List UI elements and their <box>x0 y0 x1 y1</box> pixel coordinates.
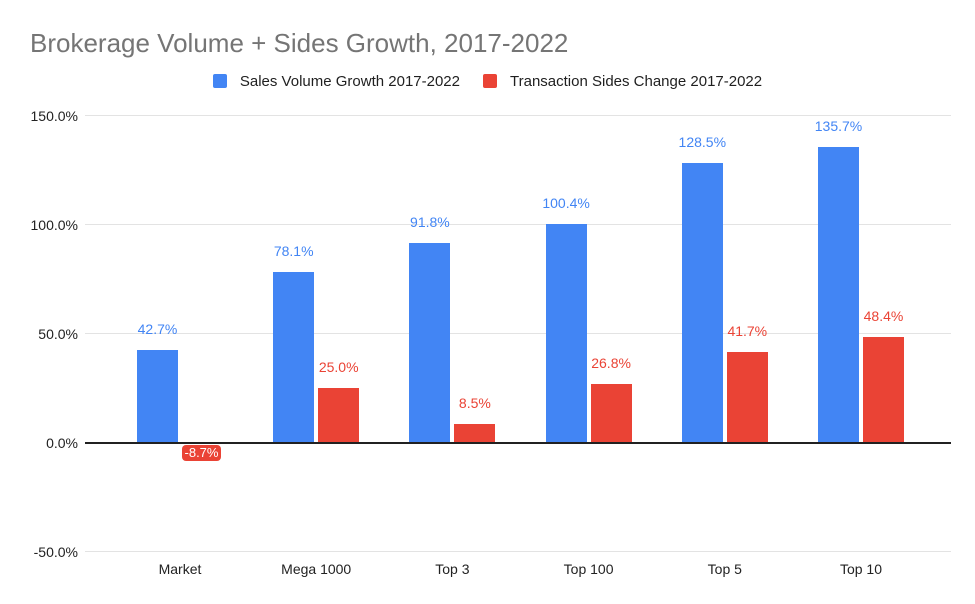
bar-value-label: 135.7% <box>814 117 863 134</box>
legend-label: Sales Volume Growth 2017-2022 <box>239 72 460 90</box>
x-axis-label: Mega 1000 <box>281 561 352 577</box>
bar-transaction-sides <box>590 384 632 443</box>
bar-value-label: 26.8% <box>591 355 631 372</box>
bar-value-label: 42.7% <box>137 320 178 337</box>
bar-value-label: 48.4% <box>863 308 904 325</box>
y-axis-tick-label: 100.0% <box>30 216 78 233</box>
y-axis-tick-label: -50.0% <box>33 543 78 560</box>
x-axis-label: Top 3 <box>435 561 470 577</box>
y-axis-tick-label: 150.0% <box>30 107 78 124</box>
bar-sales-volume <box>681 162 723 443</box>
bar-sales-volume <box>137 349 178 443</box>
x-axis-label: Top 5 <box>707 561 742 577</box>
legend-item-sales-volume: Sales Volume Growth 2017-2022 <box>212 72 460 90</box>
bar-value-label: 25.0% <box>318 359 359 376</box>
gridline <box>85 115 951 117</box>
x-axis-label: Top 10 <box>839 561 883 577</box>
gridline <box>85 551 951 553</box>
legend-swatch-blue-icon <box>212 74 227 88</box>
legend-item-transaction-sides: Transaction Sides Change 2017-2022 <box>483 73 762 90</box>
bar-transaction-sides <box>318 388 360 443</box>
bar-sales-volume <box>818 146 859 443</box>
bar-transaction-sides <box>863 337 904 443</box>
bar-value-label: 100.4% <box>542 194 590 211</box>
page-title: Brokerage Volume + Sides Growth, 2017-20… <box>30 28 569 58</box>
bar-value-label: 78.1% <box>273 243 314 260</box>
bar-value-label-negative: -8.7% <box>182 444 221 461</box>
legend-label: Transaction Sides Change 2017-2022 <box>510 72 763 90</box>
gridline <box>85 333 951 335</box>
legend: Sales Volume Growth 2017-2022 Transactio… <box>0 72 975 90</box>
x-axis-line <box>85 441 951 444</box>
y-axis-tick-label: 0.0% <box>46 434 78 451</box>
y-axis-tick-label: 50.0% <box>38 325 78 342</box>
bar-transaction-sides <box>454 424 496 443</box>
legend-swatch-red-icon <box>483 74 497 88</box>
bar-sales-volume <box>409 242 451 443</box>
bar-value-label: 128.5% <box>678 133 727 150</box>
bar-sales-volume <box>273 272 315 443</box>
bar-value-label: 8.5% <box>458 395 491 412</box>
x-axis-label: Market <box>158 561 202 577</box>
x-axis-label: Top 100 <box>563 561 614 577</box>
bar-value-label: 41.7% <box>727 322 768 339</box>
gridline <box>85 224 951 226</box>
bar-transaction-sides <box>726 351 768 443</box>
bar-value-label: 91.8% <box>410 213 450 230</box>
bar-sales-volume <box>545 223 587 443</box>
